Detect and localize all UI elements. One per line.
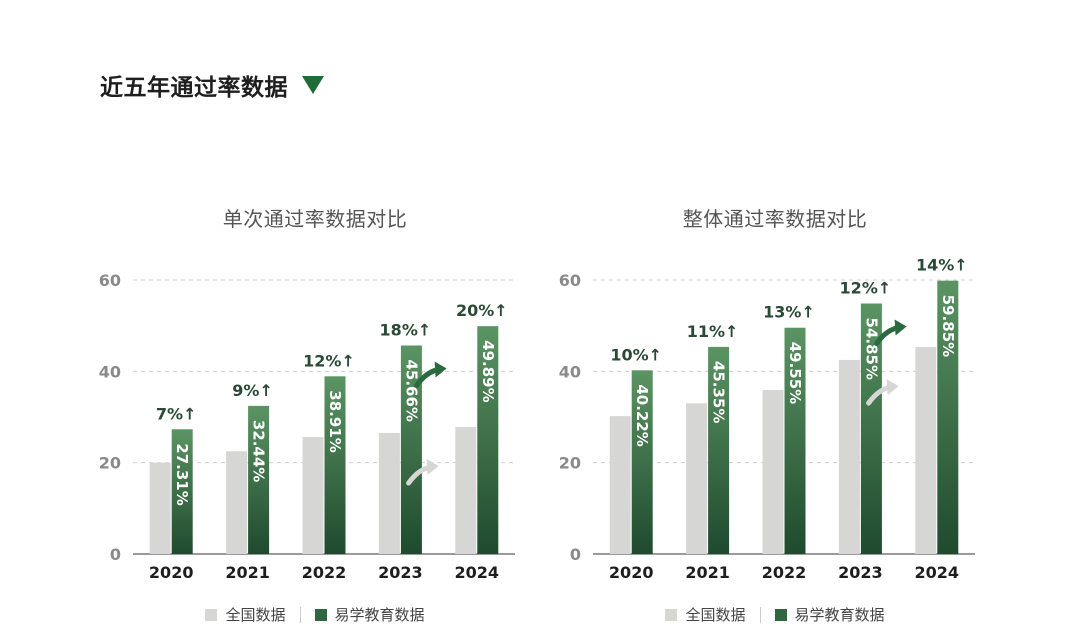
increase-label-2023: 12%↑ [840,279,892,298]
bar-national-2024 [455,427,477,554]
bar-yixue-2023 [860,303,882,554]
legend-label-national: 全国数据 [685,606,746,624]
chart-legend: 全国数据 易学教育数据 [555,604,995,625]
data-label-2024: 49.89% [479,340,497,402]
chart-overall-pass-rate: 整体通过率数据对比 0 20 40 60 40.22% 10%↑ 2020 45.35% 11%… [555,195,995,635]
legend-label-yixue: 易学教育数据 [794,606,885,624]
data-label-2021: 45.35% [710,361,728,423]
curved-arrow-green-icon [874,319,907,347]
x-tick-label: 2023 [378,563,423,582]
x-tick-label: 2021 [225,563,270,582]
chart-svg: 0 20 40 60 40.22% 10%↑ 2020 45.35% 11%↑ 2021 49.55… [559,256,975,582]
curved-arrow-gray-icon [406,459,439,486]
page-title-text: 近五年通过率数据 [100,75,288,101]
chart-legend: 全国数据 易学教育数据 [95,604,535,625]
bar-yixue-2021 [248,405,270,554]
x-tick-label: 2024 [455,563,500,582]
y-tick-label: 20 [99,454,121,473]
bar-national-2022 [762,390,784,554]
bar-national-2022 [302,437,324,554]
bar-national-2021 [686,403,708,554]
bar-yixue-2023 [400,345,422,554]
x-tick-label: 2023 [838,563,883,582]
bar-yixue-2020 [631,370,653,554]
legend-item-national: 全国数据 [665,604,746,625]
data-label-2021: 32.44% [250,420,268,482]
y-tick-label: 0 [110,545,121,564]
bar-national-2020 [609,416,631,554]
bar-yixue-2024 [937,280,959,554]
bar-yixue-2022 [324,376,346,554]
bar-yixue-2021 [708,346,730,554]
x-tick-label: 2021 [685,563,730,582]
curved-arrow-green-icon [414,361,447,388]
x-tick-label: 2024 [915,563,960,582]
increase-label-2020: 10%↑ [610,345,662,364]
x-tick-label: 2020 [609,563,654,582]
chart-svg: 0 20 40 60 27.31% 7%↑ 2020 32.44% 9%↑ 2021 38.91% 1… [99,271,515,582]
y-tick-label: 20 [559,454,581,473]
increase-label-2020: 7%↑ [156,404,197,423]
bar-yixue-2022 [784,327,806,554]
legend-swatch-national [205,608,218,621]
bar-national-2023 [838,359,860,554]
bar-national-2024 [915,347,937,554]
curved-arrow-gray-icon [866,379,899,406]
increase-label-2023: 18%↑ [380,320,432,339]
y-tick-label: 40 [559,362,581,381]
bar-yixue-2020 [171,429,193,554]
y-tick-label: 0 [570,545,581,564]
bar-yixue-2024 [477,326,499,554]
chart-title: 整体通过率数据对比 [682,207,868,231]
bar-national-2023 [378,432,400,554]
legend-swatch-national [665,608,678,621]
increase-label-2024: 20%↑ [456,301,508,320]
triangle-down-icon [302,76,324,94]
data-label-2023: 54.85% [862,318,880,380]
legend-swatch-yixue [774,608,787,621]
increase-label-2024: 14%↑ [916,256,968,275]
chart-title: 单次通过率数据对比 [222,207,408,231]
increase-label-2021: 9%↑ [232,381,273,400]
y-tick-label: 40 [99,362,121,381]
data-label-2020: 27.31% [173,443,191,505]
legend-item-national: 全国数据 [205,604,286,625]
x-tick-label: 2020 [149,563,194,582]
increase-label-2022: 12%↑ [303,351,355,370]
data-label-2022: 49.55% [786,342,804,404]
data-label-2024: 59.85% [939,295,957,357]
legend-label-yixue: 易学教育数据 [334,606,425,624]
bar-national-2021 [226,451,248,554]
legend-swatch-yixue [314,608,327,621]
y-tick-label: 60 [99,271,121,290]
increase-label-2021: 11%↑ [687,322,739,341]
legend-divider [759,606,761,623]
data-label-2020: 40.22% [633,384,651,446]
data-label-2023: 45.66% [402,359,420,421]
legend-item-yixue: 易学教育数据 [314,604,425,625]
legend-divider [299,606,301,623]
chart-single-pass-rate: 单次通过率数据对比 0 20 40 60 27.31% 7%↑ 2020 32.44% 9%↑ 2… [95,195,535,635]
page-title: 近五年通过率数据 [100,68,324,102]
increase-label-2022: 13%↑ [763,303,815,322]
y-tick-label: 60 [559,271,581,290]
data-label-2022: 38.91% [326,390,344,452]
legend-label-national: 全国数据 [225,606,286,624]
bar-national-2020 [149,462,171,554]
legend-item-yixue: 易学教育数据 [774,604,885,625]
x-tick-label: 2022 [762,563,807,582]
x-tick-label: 2022 [302,563,347,582]
